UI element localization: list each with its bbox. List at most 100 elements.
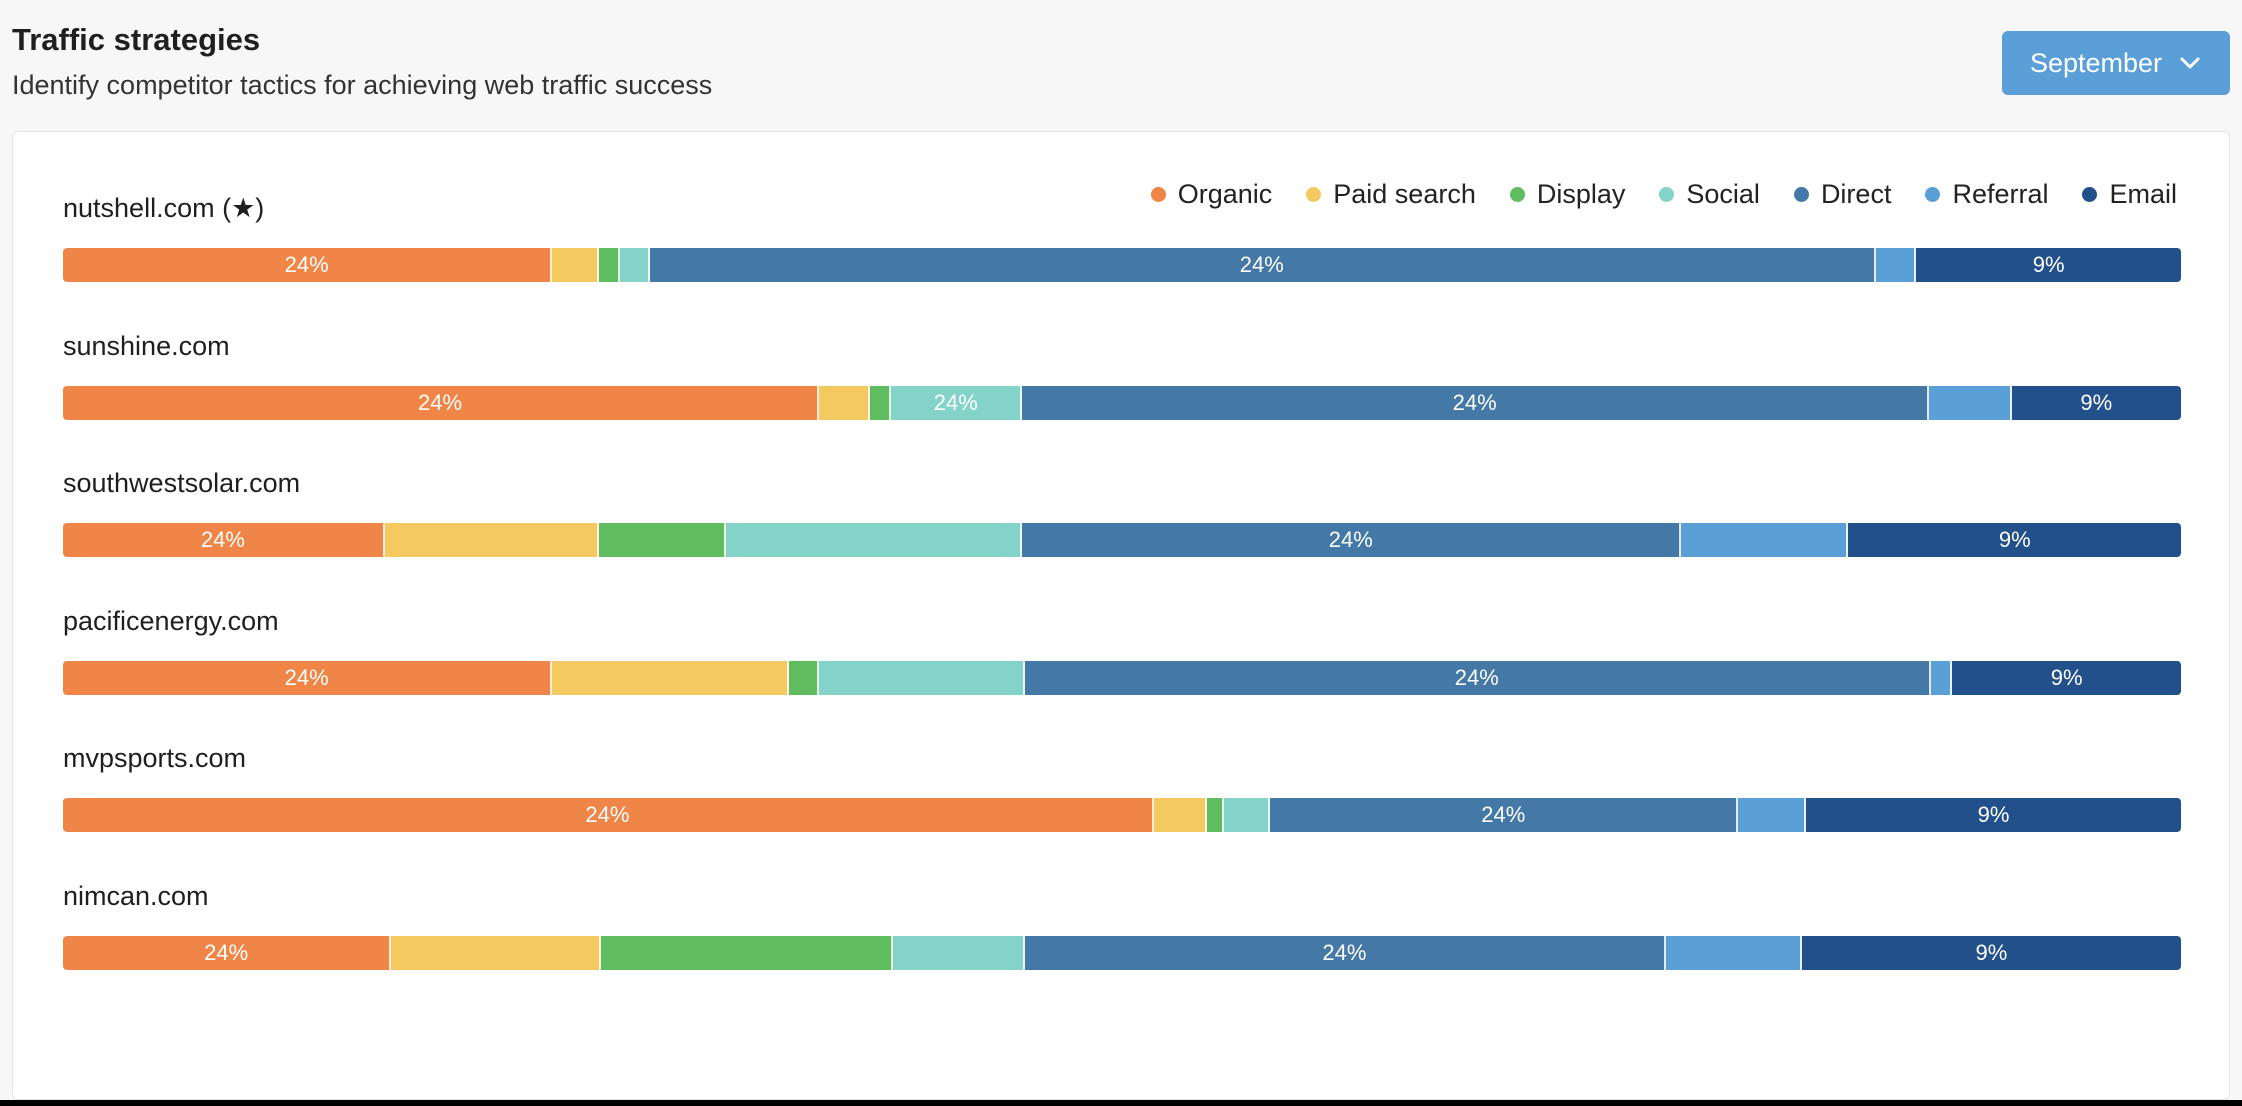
bar-category-label: pacificenergy.com: [63, 605, 279, 636]
bar-segment-paid-search[interactable]: [391, 935, 601, 970]
bar-segment-social[interactable]: [893, 935, 1025, 970]
bar-segment-email[interactable]: 9%: [1952, 660, 2181, 695]
bar-segment-organic[interactable]: 24%: [63, 385, 820, 420]
segment-value-label: 24%: [585, 802, 630, 827]
bar-segment-referral[interactable]: [1928, 385, 2012, 420]
bar-segment-referral[interactable]: [1876, 248, 1917, 282]
stacked-bar: 24% 24% 9%: [63, 523, 2181, 557]
chart-card: Organic Paid search Display Social Direct Ref…: [12, 131, 2230, 1100]
legend-dot-icon: [2082, 187, 2098, 202]
bar-category-label: southwestsolar.com: [63, 468, 301, 498]
bar-segment-display[interactable]: [598, 248, 621, 282]
segment-value-label: 9%: [1975, 939, 2008, 965]
page-subtitle: Identify competitor tactics for achievin…: [12, 70, 713, 100]
segment-value-label: 24%: [204, 939, 249, 965]
segment-value-label: 24%: [1328, 527, 1373, 552]
legend-label: Display: [1536, 179, 1626, 209]
legend-dot-icon: [1659, 187, 1675, 202]
bar-row: mvpsports.com 24% 24% 9%: [63, 741, 2181, 832]
stacked-bar: 24% 24% 9%: [63, 248, 2181, 282]
segment-value-label: 9%: [1998, 527, 2031, 552]
bar-segment-organic[interactable]: 24%: [63, 523, 385, 557]
legend-label: Social: [1686, 179, 1760, 209]
legend-item[interactable]: Referral: [1925, 179, 2048, 210]
chart-legend: Organic Paid search Display Social Direct Ref…: [1150, 179, 2177, 210]
bar-segment-direct[interactable]: 24%: [1022, 385, 1929, 420]
bar-category-label: nutshell.com (★): [63, 193, 265, 223]
bar-segment-direct[interactable]: 24%: [1024, 660, 1932, 695]
bar-segment-social[interactable]: [1223, 798, 1271, 832]
bar-segment-paid-search[interactable]: [552, 248, 599, 282]
segment-value-label: 9%: [2050, 664, 2083, 690]
bar-segment-email[interactable]: 9%: [2011, 385, 2181, 420]
legend-item[interactable]: Social: [1659, 179, 1760, 210]
stacked-bar: 24% 24% 9%: [63, 660, 2181, 695]
bar-segment-social[interactable]: [819, 660, 1025, 695]
legend-dot-icon: [1793, 187, 1809, 202]
bar-segment-direct[interactable]: 24%: [649, 248, 1876, 282]
legend-dot-icon: [1150, 187, 1166, 202]
bar-segment-referral[interactable]: [1931, 660, 1953, 695]
bar-segment-email[interactable]: 9%: [1848, 523, 2181, 557]
bar-segment-email[interactable]: 9%: [1806, 798, 2181, 832]
bar-segment-direct[interactable]: 24%: [1270, 798, 1739, 832]
bar-row: southwestsolar.com 24% 24% 9%: [63, 466, 2181, 557]
bar-category-label: sunshine.com: [63, 330, 230, 361]
month-dropdown[interactable]: September: [2002, 31, 2230, 95]
segment-value-label: 24%: [1239, 252, 1284, 277]
bar-segment-referral[interactable]: [1681, 523, 1849, 557]
segment-value-label: 9%: [2032, 252, 2065, 277]
bar-segment-paid-search[interactable]: [384, 523, 599, 557]
bar-segment-display[interactable]: [789, 660, 820, 695]
segment-value-label: 24%: [1454, 664, 1499, 690]
bar-category-label: mvpsports.com: [63, 743, 247, 773]
bar-segment-organic[interactable]: 24%: [63, 248, 553, 282]
bar-segment-display[interactable]: [869, 385, 892, 420]
legend-item[interactable]: Display: [1509, 179, 1626, 210]
segment-value-label: 24%: [418, 389, 463, 415]
month-dropdown-label: September: [2029, 47, 2163, 78]
legend-dot-icon: [1509, 187, 1525, 202]
legend-label: Referral: [1952, 179, 2049, 209]
bar-segment-email[interactable]: 9%: [1916, 248, 2181, 282]
bar-segment-social[interactable]: 24%: [891, 385, 1023, 420]
bar-segment-social[interactable]: [725, 523, 1023, 557]
segment-value-label: 9%: [2080, 389, 2113, 415]
chevron-down-icon: [2180, 57, 2200, 69]
bar-segment-organic[interactable]: 24%: [63, 798, 1154, 832]
legend-label: Email: [2109, 179, 2177, 209]
bar-row: nimcan.com 24% 24% 9%: [63, 879, 2181, 970]
bar-category-label: nimcan.com: [63, 880, 209, 911]
legend-dot-icon: [1306, 187, 1322, 202]
bar-segment-referral[interactable]: [1738, 798, 1807, 832]
stacked-bar: 24% 24% 9%: [63, 798, 2181, 832]
bar-segment-direct[interactable]: 24%: [1022, 523, 1682, 557]
bar-segment-display[interactable]: [1206, 798, 1224, 832]
segment-value-label: 24%: [933, 389, 978, 415]
legend-item[interactable]: Paid search: [1306, 179, 1476, 210]
segment-value-label: 24%: [200, 527, 245, 552]
bar-segment-paid-search[interactable]: [819, 385, 870, 420]
stacked-bar: 24% 24% 24% 9%: [63, 385, 2181, 420]
bar-segment-social[interactable]: [620, 248, 650, 282]
segment-value-label: 24%: [1452, 389, 1497, 415]
segment-value-label: 24%: [284, 252, 329, 277]
bar-segment-direct[interactable]: 24%: [1024, 935, 1667, 970]
segment-value-label: 9%: [1977, 802, 2010, 827]
legend-item[interactable]: Email: [2082, 179, 2177, 210]
bar-segment-referral[interactable]: [1666, 935, 1802, 970]
legend-item[interactable]: Direct: [1793, 179, 1892, 210]
bar-segment-display[interactable]: [600, 935, 894, 970]
bar-segment-paid-search[interactable]: [552, 660, 790, 695]
segment-value-label: 24%: [1322, 939, 1367, 965]
bar-segment-email[interactable]: 9%: [1801, 935, 2181, 970]
bar-segment-organic[interactable]: 24%: [63, 935, 392, 970]
bar-segment-organic[interactable]: 24%: [63, 660, 553, 695]
bar-row: pacificenergy.com 24% 24% 9%: [63, 604, 2181, 695]
legend-label: Direct: [1820, 179, 1892, 209]
stacked-bar: 24% 24% 9%: [63, 935, 2181, 970]
legend-item[interactable]: Organic: [1150, 179, 1272, 210]
bar-segment-display[interactable]: [598, 523, 726, 557]
bar-segment-paid-search[interactable]: [1153, 798, 1207, 832]
